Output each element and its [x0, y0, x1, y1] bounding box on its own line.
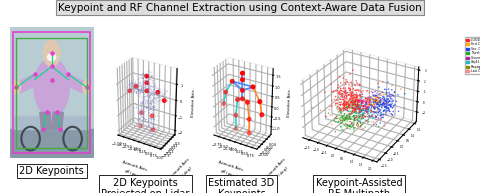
Point	[31, 73, 38, 76]
Text: Keypoint-Assisted
RF Multipath
Clustering: Keypoint-Assisted RF Multipath Clusterin…	[316, 178, 402, 193]
Bar	[14, 116, 89, 129]
Point	[56, 128, 64, 131]
Point	[43, 111, 50, 114]
Polygon shape	[52, 112, 63, 129]
Polygon shape	[66, 74, 85, 93]
Circle shape	[12, 81, 21, 94]
Point	[48, 78, 55, 81]
Point	[12, 86, 20, 89]
Text: 2D Keypoints: 2D Keypoints	[20, 166, 84, 176]
Point	[64, 73, 72, 76]
Polygon shape	[40, 112, 52, 129]
Point	[48, 52, 55, 55]
Ellipse shape	[48, 54, 56, 60]
Legend: LOS/Direct Path, First Order Ref., Sec. Order Ref., Third Order Ref., Ground, Ob: LOS/Direct Path, First Order Ref., Sec. …	[466, 37, 480, 74]
Point	[48, 65, 55, 68]
Text: 2D Keypoints
Projected on Lidar
Point Cloud: 2D Keypoints Projected on Lidar Point Cl…	[101, 178, 190, 193]
Y-axis label: Azimuth Axis,
$\theta^A$ (deg.): Azimuth Axis, $\theta^A$ (deg.)	[170, 157, 200, 187]
Circle shape	[83, 81, 91, 94]
X-axis label: Azimuth Axis,
$\theta^A$ (deg.): Azimuth Axis, $\theta^A$ (deg.)	[214, 161, 244, 184]
Ellipse shape	[34, 58, 69, 116]
Point	[53, 111, 60, 114]
Polygon shape	[18, 74, 37, 93]
Circle shape	[43, 40, 60, 66]
Point	[83, 86, 91, 89]
Text: Keypoint and RF Channel Extraction using Context-Aware Data Fusion: Keypoint and RF Channel Extraction using…	[58, 3, 422, 13]
X-axis label: Azimuth Axis,
$\theta^A$ (deg.): Azimuth Axis, $\theta^A$ (deg.)	[118, 161, 148, 184]
Text: Estimated 3D
Keypoints: Estimated 3D Keypoints	[208, 178, 275, 193]
Point	[39, 128, 47, 131]
Bar	[16, 37, 87, 148]
Y-axis label: Azimuth Axis,
$\theta^A$ (deg.): Azimuth Axis, $\theta^A$ (deg.)	[266, 157, 296, 187]
Bar	[10, 129, 94, 158]
